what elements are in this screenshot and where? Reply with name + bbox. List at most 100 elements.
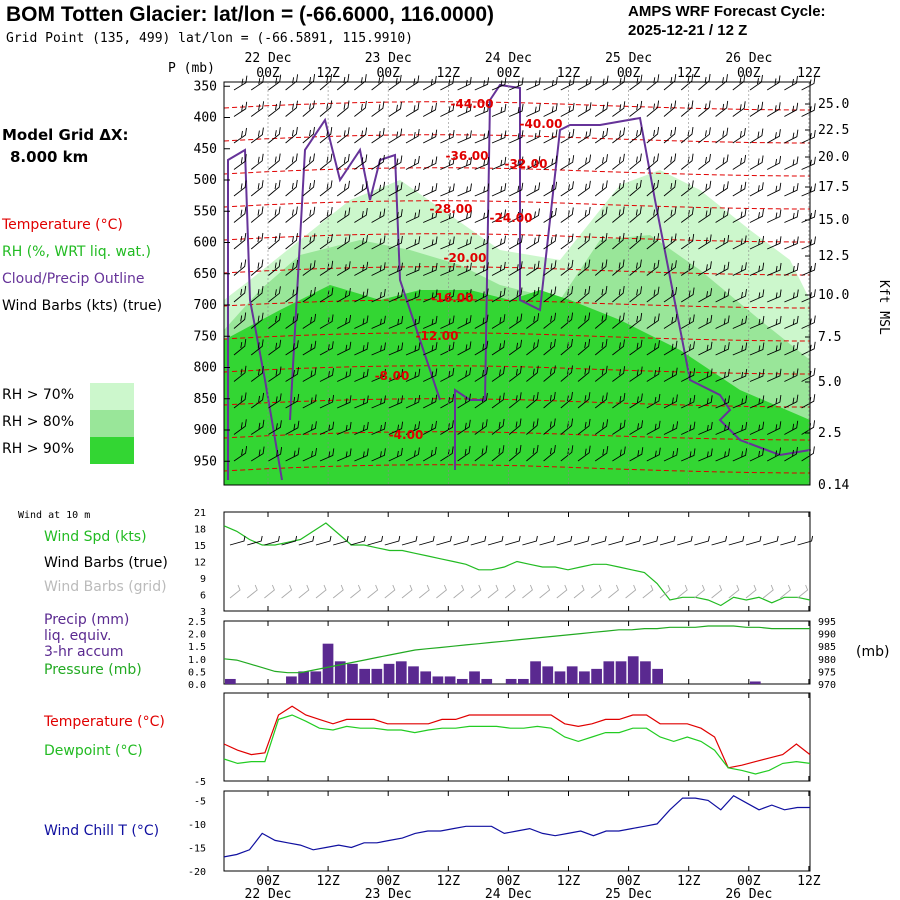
grid-wind-barb: [504, 584, 516, 599]
wind-panel-frame: [223, 511, 811, 612]
bottom-date-label: 24 Dec: [485, 887, 532, 900]
wind-barb: [681, 421, 696, 435]
precip-bar: [286, 676, 297, 684]
wind-barb: [767, 342, 782, 356]
wind-barb: [715, 448, 730, 462]
wind-barb: [302, 260, 316, 276]
wind-barb: [285, 206, 298, 223]
wind-barb: [698, 341, 713, 356]
bottom-time-tick-label: 12Z: [557, 874, 581, 889]
wind-barb: [543, 312, 557, 329]
wind-barb: [371, 315, 386, 329]
wind-barb: [594, 365, 608, 382]
grid-wind-barb: [436, 584, 447, 599]
wind-barb: [440, 103, 455, 117]
top-time-tick-label: 00Z: [376, 66, 400, 81]
top-time-tick-label: 12Z: [797, 66, 821, 81]
kft-tick-label: 25.0: [818, 97, 849, 112]
wind-barb: [646, 206, 660, 223]
wind-barb: [680, 260, 695, 276]
wind-barb: [715, 208, 729, 223]
wind-barb: [767, 236, 782, 250]
wind-barb: [302, 233, 316, 250]
wind-barb: [440, 420, 454, 435]
wind-barb: [371, 421, 386, 435]
pressure-tick-label: 985: [818, 642, 836, 653]
wind-barb: [371, 208, 386, 223]
wind-barb: [543, 129, 558, 144]
wind-barb: [354, 448, 369, 462]
wind-barb: [268, 312, 281, 329]
precip-bar: [359, 668, 370, 684]
wind-barb: [371, 395, 386, 409]
pressure-tick-label: 970: [818, 680, 836, 691]
wind-barb: [509, 130, 524, 144]
bottom-time-tick-label: 12Z: [797, 874, 821, 889]
grid-wind-barb: [590, 584, 602, 599]
surface-wind-barb: [728, 535, 745, 546]
wind-barb: [715, 154, 729, 170]
pressure-tick-label: 900: [194, 423, 217, 438]
wind-barb: [354, 315, 369, 329]
surface-wind-barb: [505, 535, 521, 546]
grid-wind-barb: [642, 584, 654, 599]
wind-barb: [663, 340, 678, 356]
wind-barb: [732, 342, 748, 356]
wind-speed-tick-label: 9: [200, 574, 206, 585]
wind-barb: [423, 262, 438, 276]
wind-barb: [440, 156, 455, 170]
wind-barb: [646, 153, 659, 170]
isotherm-line: [223, 464, 811, 474]
surface-wind-barb: [229, 535, 246, 546]
wind-barb: [508, 261, 523, 276]
wind-barb: [457, 315, 472, 329]
wind-barb: [285, 420, 300, 435]
wind-barb: [250, 392, 265, 409]
temperature-line: [223, 705, 811, 769]
wind-barb: [767, 368, 782, 382]
wind-barb: [457, 262, 472, 276]
grid-wind-barb: [350, 584, 361, 599]
wind-barb: [336, 153, 350, 170]
wind-barb: [698, 314, 713, 329]
grid-wind-barb: [694, 584, 705, 599]
wind-barb: [681, 394, 696, 409]
precip-bar: [347, 663, 358, 684]
grid-wind-barb: [539, 584, 551, 599]
pressure-label: Pressure (mb): [44, 662, 142, 678]
grid-wind-barb: [659, 584, 671, 599]
wind-barb: [336, 234, 351, 250]
surface-wind-barb: [315, 535, 332, 546]
wind-barb: [663, 260, 677, 276]
wind-barb: [526, 156, 541, 170]
wind-barb: [543, 77, 558, 91]
windchill-tick-label: -20: [188, 867, 206, 878]
wind-barb: [663, 287, 678, 303]
pressure-tick-label: 750: [194, 329, 217, 344]
wind-barb: [233, 180, 247, 197]
wind-barb: [371, 128, 385, 144]
wind-barb: [801, 289, 816, 303]
wind-barb: [285, 233, 298, 250]
bottom-time-tick-label: 12Z: [437, 874, 461, 889]
wind-barb: [422, 446, 437, 462]
wind-barb: [405, 182, 421, 197]
top-time-tick-label: 12Z: [677, 66, 701, 81]
precip-bar: [310, 671, 322, 684]
isotherm-line: [223, 134, 811, 144]
wind-barb: [526, 365, 539, 382]
wind-barb: [423, 315, 438, 329]
wind-barb: [577, 180, 591, 197]
top-time-tick-label: 12Z: [316, 66, 340, 81]
wind-barb: [612, 286, 625, 303]
wind-barb: [577, 365, 591, 382]
isotherm-line: [223, 167, 811, 177]
surface-wind-barb: [573, 535, 590, 546]
wind-barb: [388, 395, 404, 409]
wind-barb: [474, 393, 488, 409]
wind-barb: [577, 128, 592, 144]
wind-barb: [577, 259, 591, 276]
isotherm-line: [223, 200, 811, 210]
wind-barb: [285, 100, 298, 117]
wind-barb: [491, 418, 505, 435]
